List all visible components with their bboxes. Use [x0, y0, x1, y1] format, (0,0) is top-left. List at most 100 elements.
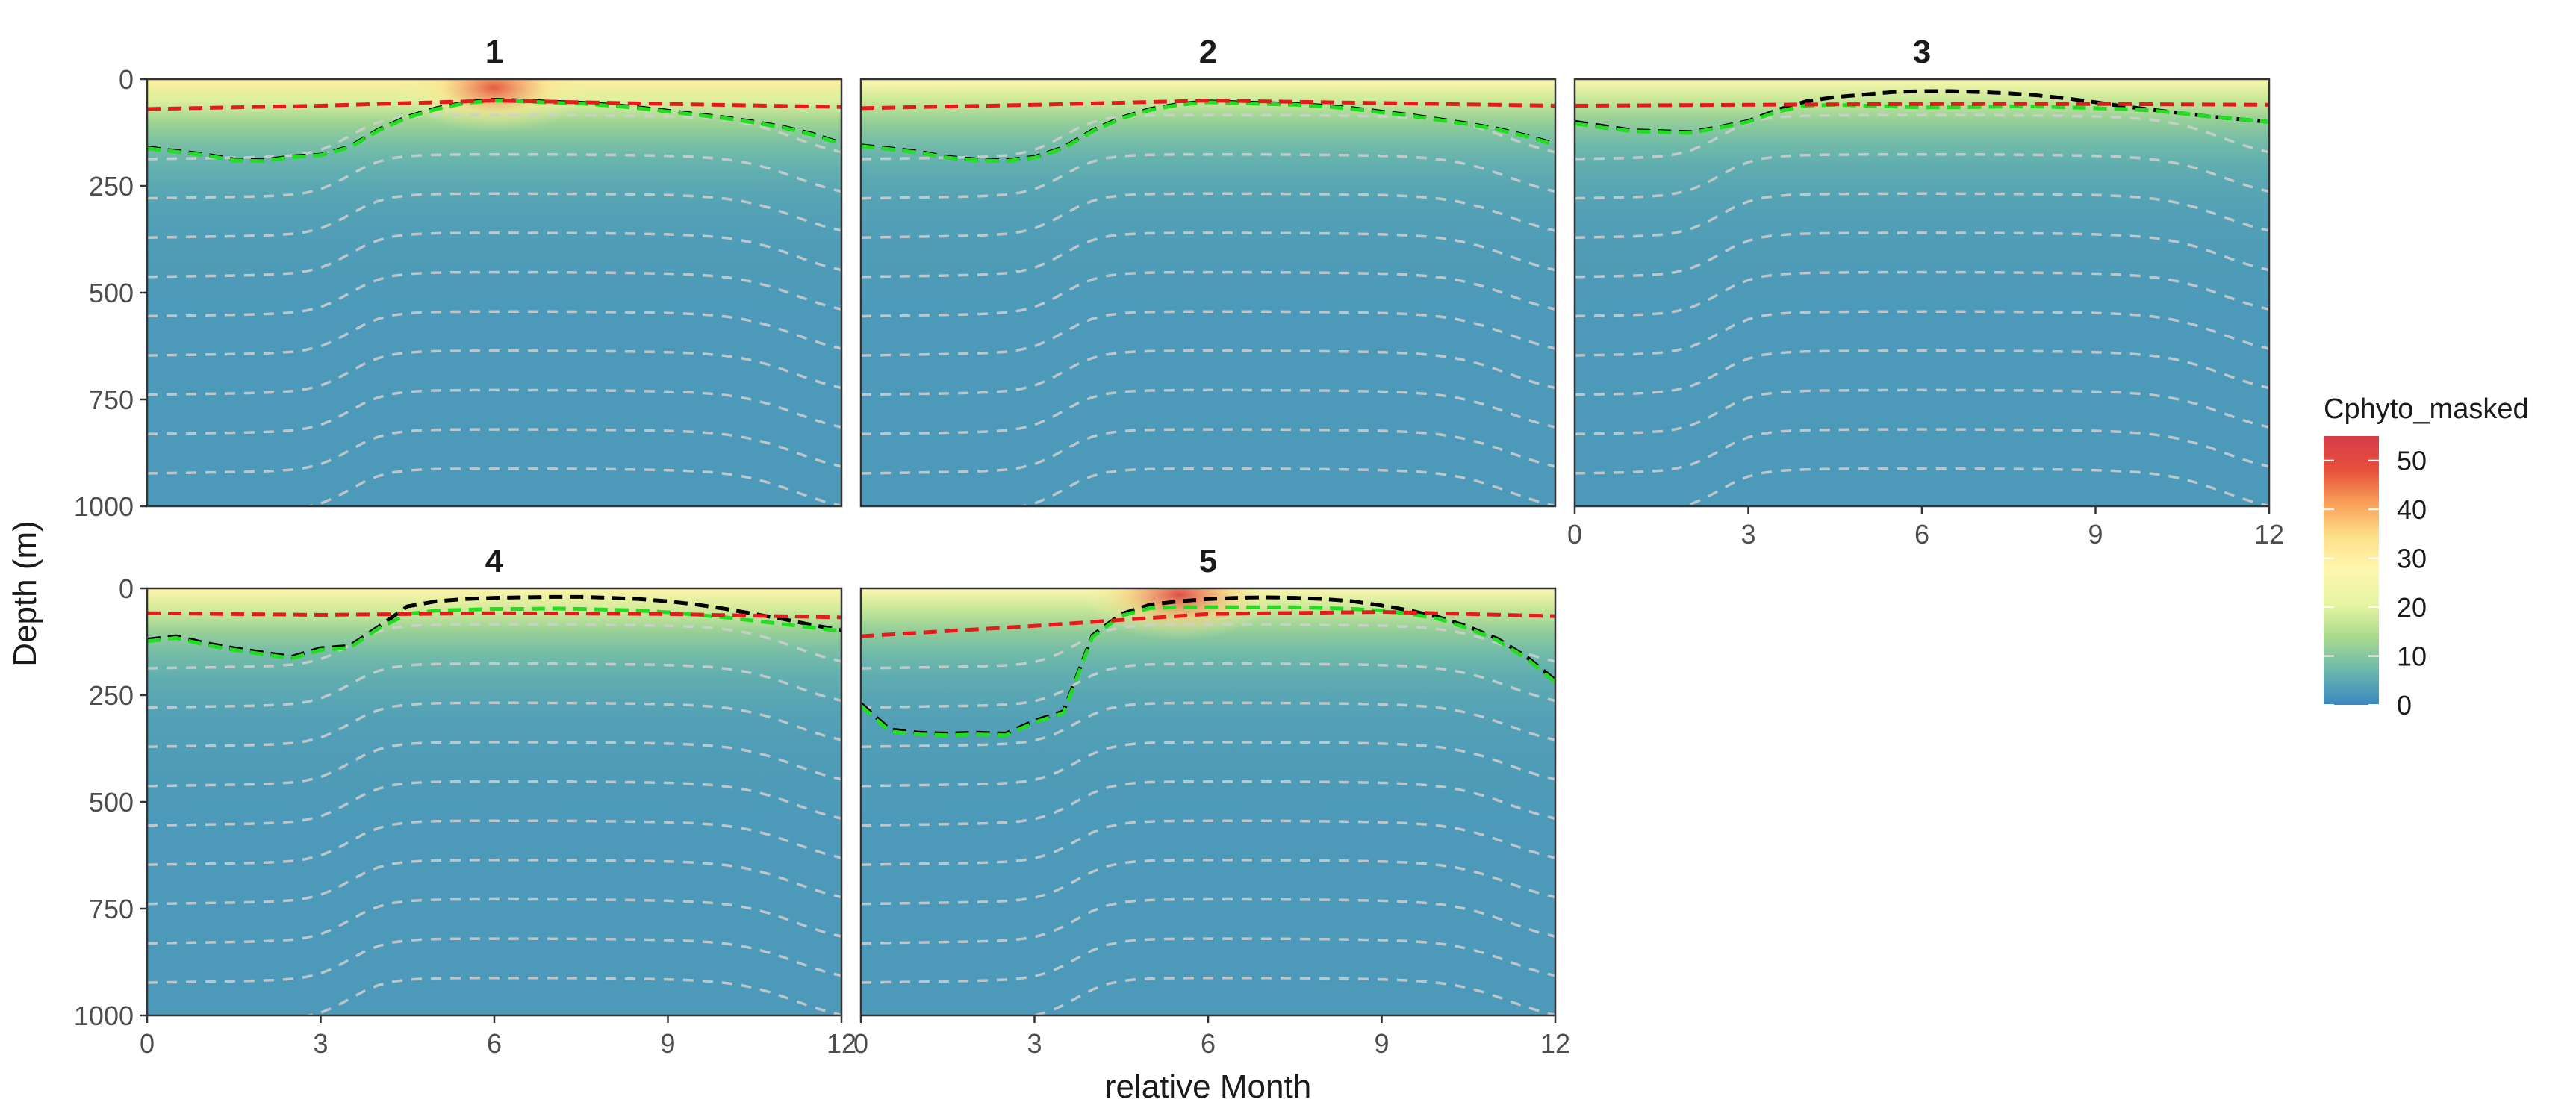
grey-contour-line	[861, 270, 1555, 318]
panel-1: 1 0 250 500 750 1000	[74, 34, 843, 522]
grey-contour-line	[861, 428, 1555, 475]
panel-title: 3	[1913, 34, 1931, 70]
x-tick-label: 3	[313, 1028, 328, 1059]
legend-tick-label: 20	[2397, 592, 2427, 623]
bloom-hotspot	[397, 79, 591, 133]
grey-contour-line	[147, 349, 841, 396]
grey-contour-line	[1575, 152, 2269, 200]
x-tick-label: 6	[487, 1028, 502, 1059]
grey-contour-line	[1575, 231, 2269, 279]
legend-tick-label: 0	[2397, 690, 2412, 721]
grey-contour-line	[1575, 428, 2269, 475]
red-dashed-line	[147, 99, 841, 111]
heatmap-field	[861, 79, 1555, 506]
y-axis-title: Depth (m)	[7, 520, 43, 667]
grey-contour-line	[861, 937, 1555, 984]
grey-contour-line	[147, 701, 841, 748]
grey-contour-line	[861, 310, 1555, 357]
panel-title: 2	[1199, 34, 1217, 70]
grey-contour-line	[147, 897, 841, 945]
x-tick-label: 12	[827, 1028, 856, 1059]
grey-contour-line	[861, 780, 1555, 827]
grey-contour-line	[861, 819, 1555, 866]
legend-tick-label: 40	[2397, 494, 2427, 525]
grey-contour-line	[861, 152, 1555, 200]
panel-3-plot-area	[1575, 79, 2269, 506]
grey-contour-line	[1015, 467, 1555, 506]
grey-contour-line	[1575, 388, 2269, 436]
panel-border	[859, 78, 1557, 508]
y-tick-label: 750	[89, 894, 134, 924]
grey-contour-line	[1575, 192, 2269, 239]
red-dashed-line	[1575, 102, 2269, 108]
bloom-hotspot	[1082, 588, 1277, 640]
red-dashed-line	[861, 609, 1555, 638]
y-tick-label: 1000	[74, 491, 134, 522]
grey-contour-line	[147, 310, 841, 357]
grey-contour-line	[861, 231, 1555, 279]
green-dashed-line	[861, 605, 1555, 738]
grey-contour-line	[861, 859, 1555, 906]
red-dashed-line	[861, 99, 1555, 111]
grey-contour-line	[147, 192, 841, 239]
y-tick-label: 750	[89, 385, 134, 415]
y-tick-label: 500	[89, 278, 134, 308]
x-tick-label: 0	[1567, 519, 1582, 550]
grey-contour-line	[302, 467, 841, 506]
y-tick-label: 250	[89, 171, 134, 202]
grey-contour-line	[1026, 976, 1555, 1015]
grey-contour-line	[1676, 467, 2269, 506]
grey-contour-line	[861, 349, 1555, 396]
x-tick-label: 3	[1740, 519, 1755, 550]
grey-contour-line	[861, 741, 1555, 788]
legend-tick-label: 10	[2397, 641, 2427, 672]
grey-contour-line	[147, 662, 841, 709]
x-tick-label: 0	[140, 1028, 155, 1059]
green-dashed-line	[1575, 102, 2269, 135]
grey-contour-line	[1575, 349, 2269, 396]
grey-contour-line	[302, 976, 841, 1015]
x-tick-label: 9	[660, 1028, 675, 1059]
panel-4-plot-area	[147, 588, 841, 1015]
grey-contour-line	[861, 701, 1555, 748]
x-tick-label: 9	[1374, 1028, 1389, 1059]
grey-contour-line	[1575, 310, 2269, 357]
heatmap-field	[1575, 79, 2269, 506]
grey-contour-line	[147, 428, 841, 475]
y-tick-label: 250	[89, 680, 134, 711]
heatmap-field	[147, 79, 841, 506]
colorbar-legend: Cphyto_masked 0 10 20 30 40 50	[2324, 393, 2529, 721]
panel-title: 4	[485, 543, 504, 579]
y-tick-label: 0	[119, 573, 134, 604]
grey-contour-line	[861, 897, 1555, 945]
grey-contour-line	[147, 780, 841, 827]
x-tick-label: 0	[853, 1028, 868, 1059]
panel-2-plot-area	[861, 79, 1555, 506]
panel-1-plot-area	[147, 79, 841, 506]
grey-contour-line	[147, 231, 841, 279]
panel-5: 5 0 3 6 9 12	[853, 543, 1570, 1059]
colorbar	[2324, 436, 2379, 705]
panel-5-plot-area	[861, 588, 1555, 1015]
colorbar-ticks: 0 10 20 30 40 50	[2324, 446, 2427, 721]
grey-contour-line	[147, 152, 841, 200]
green-dashed-line	[147, 606, 841, 661]
legend-tick-label: 50	[2397, 446, 2427, 476]
grey-contour-line	[147, 859, 841, 906]
x-tick-label: 12	[2254, 519, 2284, 550]
x-axis-title: relative Month	[1105, 1068, 1311, 1105]
x-tick-label: 3	[1027, 1028, 1042, 1059]
grey-contour-line	[147, 741, 841, 788]
panel-title: 1	[485, 34, 503, 70]
panel-3: 3 0 3 6 9 12	[1567, 34, 2284, 550]
legend-tick-label: 30	[2397, 544, 2427, 574]
legend-title: Cphyto_masked	[2324, 393, 2529, 425]
grey-contour-line	[861, 192, 1555, 239]
heatmap-field	[861, 588, 1555, 1015]
x-tick-label: 6	[1914, 519, 1929, 550]
x-tick-label: 12	[1540, 1028, 1570, 1059]
grey-contour-line	[861, 662, 1555, 709]
